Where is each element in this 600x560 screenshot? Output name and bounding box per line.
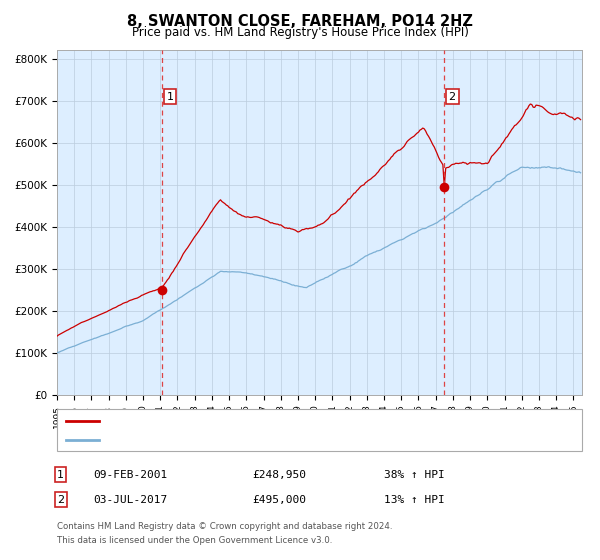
- Text: 38% ↑ HPI: 38% ↑ HPI: [384, 470, 445, 480]
- Text: Price paid vs. HM Land Registry's House Price Index (HPI): Price paid vs. HM Land Registry's House …: [131, 26, 469, 39]
- Text: 03-JUL-2017: 03-JUL-2017: [93, 494, 167, 505]
- Text: 2: 2: [57, 494, 64, 505]
- Text: 09-FEB-2001: 09-FEB-2001: [93, 470, 167, 480]
- Text: 1: 1: [57, 470, 64, 480]
- Text: 8, SWANTON CLOSE, FAREHAM, PO14 2HZ (detached house): 8, SWANTON CLOSE, FAREHAM, PO14 2HZ (det…: [105, 416, 419, 426]
- Text: 2: 2: [449, 92, 456, 101]
- Text: £248,950: £248,950: [252, 470, 306, 480]
- Text: Contains HM Land Registry data © Crown copyright and database right 2024.: Contains HM Land Registry data © Crown c…: [57, 522, 392, 531]
- Text: 8, SWANTON CLOSE, FAREHAM, PO14 2HZ: 8, SWANTON CLOSE, FAREHAM, PO14 2HZ: [127, 14, 473, 29]
- Text: This data is licensed under the Open Government Licence v3.0.: This data is licensed under the Open Gov…: [57, 536, 332, 545]
- Text: HPI: Average price, detached house, Fareham: HPI: Average price, detached house, Fare…: [105, 435, 343, 445]
- Text: 1: 1: [166, 92, 173, 101]
- Text: 13% ↑ HPI: 13% ↑ HPI: [384, 494, 445, 505]
- Text: £495,000: £495,000: [252, 494, 306, 505]
